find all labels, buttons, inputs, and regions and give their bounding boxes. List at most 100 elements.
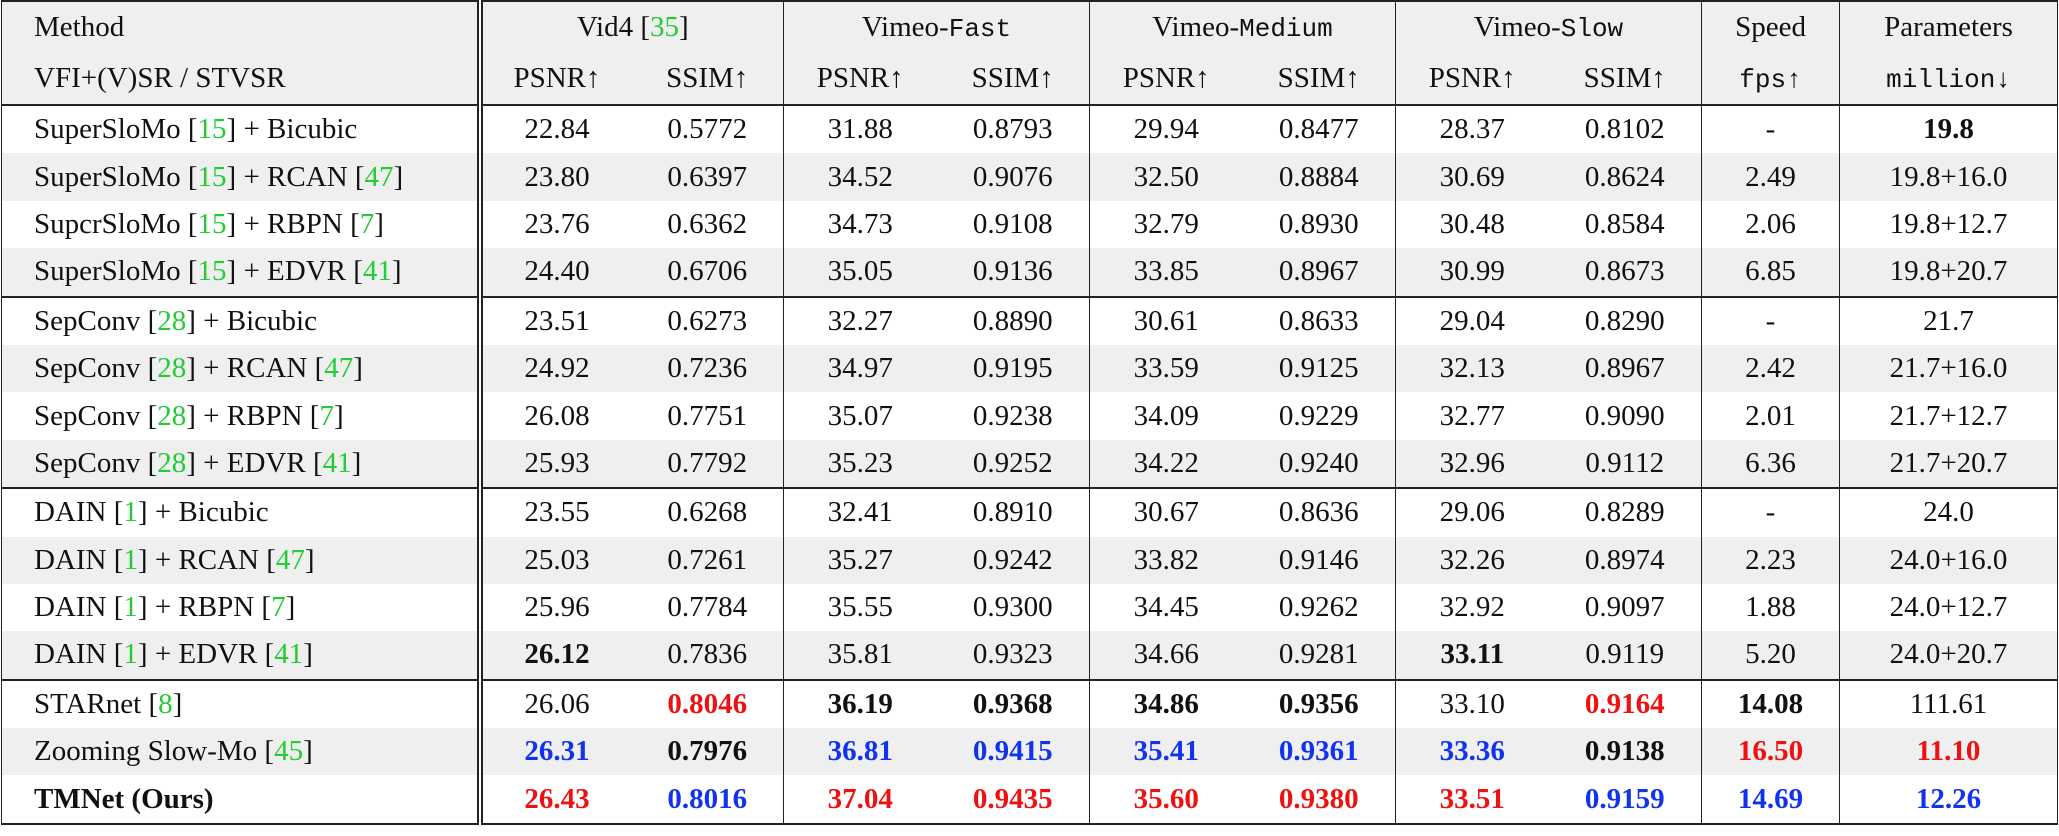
value: 0.8102 bbox=[1584, 113, 1665, 146]
value: 34.22 bbox=[1133, 446, 1199, 479]
text-part: ] + RCAN [ bbox=[226, 160, 365, 193]
value: 33.10 bbox=[1439, 687, 1505, 720]
text-part: Speed bbox=[1735, 11, 1806, 43]
text-part: fps↑ bbox=[1739, 65, 1802, 95]
method-cell: SepConv [28] + EDVR [41] bbox=[1, 439, 483, 489]
value-cell: 33.51 bbox=[1395, 775, 1549, 825]
value: 26.06 bbox=[524, 687, 590, 720]
text-part: ] + RBPN [ bbox=[186, 399, 320, 432]
value-cell: 35.27 bbox=[783, 536, 937, 584]
value-cell: 0.9146 bbox=[1242, 536, 1397, 584]
text-part: ] + EDVR [ bbox=[186, 446, 323, 479]
value-cell: 34.97 bbox=[783, 344, 937, 393]
value: 33.82 bbox=[1133, 543, 1199, 576]
value: 21.7+16.0 bbox=[1889, 352, 2008, 385]
text-part: SepConv [ bbox=[34, 352, 158, 385]
value: 25.96 bbox=[524, 591, 590, 624]
value: 0.9119 bbox=[1585, 638, 1665, 671]
value-cell: 2.42 bbox=[1701, 344, 1841, 393]
value: 0.9435 bbox=[972, 782, 1053, 815]
value: 2.42 bbox=[1745, 352, 1796, 385]
value: 0.8673 bbox=[1584, 255, 1665, 288]
value: 24.0 bbox=[1923, 496, 1974, 529]
citation: 41 bbox=[274, 638, 304, 671]
text-part: Zooming Slow-Mo [ bbox=[34, 735, 275, 768]
value: 0.8793 bbox=[972, 113, 1053, 146]
text-part: PSNR↑ bbox=[513, 62, 601, 94]
value-cell: 36.81 bbox=[783, 728, 937, 776]
value-cell: 26.12 bbox=[479, 631, 632, 680]
value-cell: 36.19 bbox=[783, 678, 937, 729]
value-cell: 0.7792 bbox=[631, 439, 784, 489]
data-row: SepConv [28] + EDVR [41] 25.93 0.7792 35.23… bbox=[1, 439, 2058, 489]
value-cell: 0.9229 bbox=[1242, 392, 1397, 440]
citation: 28 bbox=[157, 352, 187, 385]
value-cell: 34.66 bbox=[1089, 631, 1243, 680]
value: 30.61 bbox=[1133, 304, 1199, 337]
citation: 15 bbox=[197, 207, 227, 240]
value-cell: 0.7976 bbox=[631, 728, 784, 776]
value: 34.97 bbox=[827, 352, 893, 385]
value-cell: 0.8102 bbox=[1548, 103, 1703, 154]
text-part: PSNR↑ bbox=[816, 62, 904, 94]
value-cell: 6.85 bbox=[1701, 248, 1841, 297]
value: 0.8910 bbox=[972, 496, 1053, 529]
value: 32.96 bbox=[1439, 446, 1505, 479]
text-part: million↓ bbox=[1886, 65, 2011, 95]
value: 35.81 bbox=[827, 638, 893, 671]
value: 33.59 bbox=[1133, 352, 1199, 385]
citation: 15 bbox=[197, 113, 227, 146]
text-part: Vimeo- bbox=[1152, 11, 1240, 43]
value: 30.69 bbox=[1439, 160, 1505, 193]
value: 0.7784 bbox=[667, 591, 748, 624]
value-cell: 0.9262 bbox=[1242, 583, 1397, 632]
value: 21.7 bbox=[1923, 304, 1974, 337]
header-row: VFI+(V)SR / STVSR PSNR↑ SSIM↑ PSNR↑ SSIM↑ PSN… bbox=[1, 53, 2058, 106]
method-cell: SupcrSloMo [15] + RBPN [7] bbox=[1, 200, 483, 249]
value: 14.08 bbox=[1737, 687, 1804, 720]
value: 25.03 bbox=[524, 543, 590, 576]
value-cell: 0.9368 bbox=[936, 678, 1090, 729]
value-cell: 0.8967 bbox=[1548, 344, 1703, 393]
value: 0.9112 bbox=[1585, 446, 1665, 479]
value-cell: 25.96 bbox=[479, 583, 632, 632]
value-cell: 0.8633 bbox=[1242, 295, 1397, 345]
method-cell: SuperSloMo [15] + EDVR [41] bbox=[1, 248, 483, 297]
value: 0.9356 bbox=[1278, 687, 1359, 720]
value: 0.6362 bbox=[667, 207, 748, 240]
value: 34.86 bbox=[1133, 687, 1199, 720]
value-cell: 0.8793 bbox=[936, 103, 1090, 154]
text-part: ] + EDVR [ bbox=[137, 638, 275, 671]
value: 0.8633 bbox=[1278, 304, 1359, 337]
value: 32.50 bbox=[1133, 160, 1199, 193]
value: 0.7261 bbox=[667, 543, 748, 576]
value-cell: 0.9323 bbox=[936, 631, 1090, 680]
value: 35.07 bbox=[827, 399, 893, 432]
text-part: Fast bbox=[948, 14, 1012, 44]
value-cell: 16.50 bbox=[1701, 728, 1841, 776]
text-part: SuperSloMo [ bbox=[34, 160, 198, 193]
value: 0.9076 bbox=[972, 160, 1053, 193]
text-part: SuperSloMo [ bbox=[34, 255, 198, 288]
value-cell: - bbox=[1701, 487, 1841, 537]
value-cell: 0.8910 bbox=[936, 487, 1090, 537]
value: 16.50 bbox=[1737, 735, 1804, 768]
dataset-header: Vimeo-Medium bbox=[1088, 0, 1397, 53]
text-part: Vimeo- bbox=[1473, 11, 1561, 43]
value: 0.8636 bbox=[1278, 496, 1359, 529]
value: 6.85 bbox=[1745, 255, 1796, 288]
method-cell: STARnet [8] bbox=[1, 678, 483, 729]
method-cell: DAIN [1] + EDVR [41] bbox=[1, 631, 483, 680]
data-row: TMNet (Ours) 26.43 0.8016 37.04 0.9435 35.60 0… bbox=[1, 775, 2058, 825]
data-row: SupcrSloMo [15] + RBPN [7] 23.76 0.6362 34.… bbox=[1, 200, 2058, 249]
value: 32.13 bbox=[1439, 352, 1505, 385]
value: 32.27 bbox=[827, 304, 893, 337]
text-part: Method bbox=[34, 11, 125, 43]
value: 30.48 bbox=[1439, 207, 1505, 240]
value: 0.9415 bbox=[972, 735, 1053, 768]
value: 0.5772 bbox=[667, 113, 748, 146]
value: 19.8+16.0 bbox=[1889, 160, 2008, 193]
value: 29.06 bbox=[1439, 496, 1505, 529]
value-cell: 0.9281 bbox=[1242, 631, 1397, 680]
value: 32.79 bbox=[1133, 207, 1199, 240]
